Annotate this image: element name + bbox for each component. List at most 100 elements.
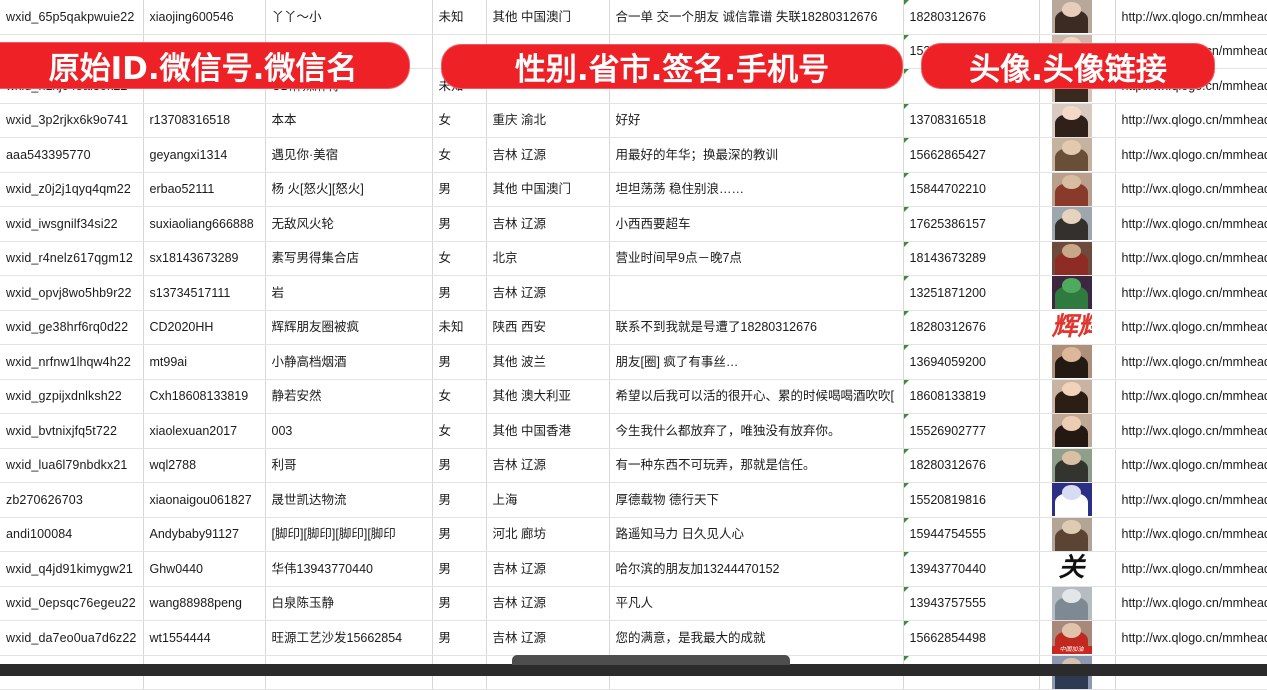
- cell-gender[interactable]: 女: [432, 241, 487, 276]
- cell-avatar[interactable]: [1039, 586, 1116, 621]
- cell-region[interactable]: 河北 廊坊: [486, 517, 610, 552]
- cell-wxid[interactable]: mt99ai: [143, 344, 266, 380]
- cell-signature[interactable]: [609, 275, 904, 311]
- cell-origin-id[interactable]: wxid_3p2rjkx6k9o741: [0, 103, 144, 138]
- cell-avatar-url[interactable]: http://wx.qlogo.cn/mmhead: [1115, 0, 1267, 35]
- cell-gender[interactable]: 女: [432, 379, 487, 414]
- cell-origin-id[interactable]: wxid_z0j2j1qyq4qm22: [0, 172, 144, 207]
- cell-signature[interactable]: 平凡人: [609, 586, 904, 621]
- table-row[interactable]: wxid_lua6l79nbdkx21 wql2788 利哥男吉林 辽源 有一种东西不…: [0, 448, 1267, 483]
- cell-avatar-url[interactable]: http://wx.qlogo.cn/mmhead: [1115, 103, 1267, 138]
- horizontal-scrollbar-thumb[interactable]: [512, 655, 790, 665]
- cell-signature[interactable]: 有一种东西不可玩弄，那就是信任。: [609, 448, 904, 483]
- cell-region[interactable]: 吉林 辽源: [486, 206, 610, 242]
- cell-origin-id[interactable]: zb270626703: [0, 482, 144, 518]
- table-row[interactable]: wxid_65p5qakpwuie22 xiaojing600546 丫丫～小 未知其…: [0, 0, 1267, 35]
- cell-origin-id[interactable]: andi100084: [0, 517, 144, 552]
- cell-region[interactable]: 北京: [486, 241, 610, 276]
- cell-origin-id[interactable]: wxid_r4nelz617qgm12: [0, 241, 144, 276]
- cell-nickname[interactable]: 丫丫～小: [265, 0, 433, 35]
- cell-avatar-url[interactable]: http://wx.qlogo.cn/mmhead: [1115, 413, 1267, 449]
- cell-region[interactable]: 吉林 辽源: [486, 275, 610, 311]
- cell-avatar-url[interactable]: http://wx.qlogo.cn/mmhead: [1115, 379, 1267, 414]
- cell-avatar-url[interactable]: http://wx.qlogo.cn/mmhead: [1115, 206, 1267, 242]
- cell-origin-id[interactable]: wxid_0epsqc76egeu22: [0, 586, 144, 621]
- cell-origin-id[interactable]: wxid_65p5qakpwuie22: [0, 0, 144, 35]
- cell-gender[interactable]: 男: [432, 517, 487, 552]
- cell-signature[interactable]: 合一单 交一个朋友 诚信靠谱 失联18280312676: [609, 0, 904, 35]
- table-row[interactable]: wxid_0epsqc76egeu22 wang88988peng 白泉陈玉静男吉林…: [0, 586, 1267, 621]
- cell-gender[interactable]: 男: [432, 586, 487, 621]
- cell-nickname[interactable]: [脚印][脚印][脚印][脚印: [265, 517, 433, 552]
- cell-gender[interactable]: 男: [432, 344, 487, 380]
- cell-wxid[interactable]: s13734517111: [143, 275, 266, 311]
- cell-origin-id[interactable]: aaa543395770: [0, 137, 144, 173]
- cell-nickname[interactable]: 旺源工艺沙发15662854: [265, 620, 433, 656]
- cell-phone[interactable]: 13708316518: [903, 103, 1040, 138]
- table-row[interactable]: wxid_da7eo0ua7d6z22 wt1554444 旺源工艺沙发156628…: [0, 620, 1267, 656]
- table-row[interactable]: zb270626703 xiaonaigou061827 晟世凯达物流男上海 厚德载物…: [0, 482, 1267, 518]
- cell-avatar[interactable]: 辉辉: [1039, 310, 1116, 345]
- cell-avatar-url[interactable]: http://wx.qlogo.cn/mmhead: [1115, 241, 1267, 276]
- cell-nickname[interactable]: 白泉陈玉静: [265, 586, 433, 621]
- cell-signature[interactable]: 好好: [609, 103, 904, 138]
- cell-phone[interactable]: 15662854498: [903, 620, 1040, 656]
- cell-origin-id[interactable]: wxid_q4jd91kimygw21: [0, 551, 144, 587]
- cell-region[interactable]: 吉林 辽源: [486, 551, 610, 587]
- cell-phone[interactable]: 18280312676: [903, 310, 1040, 345]
- cell-gender[interactable]: 男: [432, 448, 487, 483]
- cell-phone[interactable]: 18280312676: [903, 448, 1040, 483]
- cell-origin-id[interactable]: wxid_bvtnixjfq5t722: [0, 413, 144, 449]
- cell-wxid[interactable]: xiaojing600546: [143, 0, 266, 35]
- cell-gender[interactable]: 男: [432, 551, 487, 587]
- cell-avatar[interactable]: 关: [1039, 551, 1116, 587]
- cell-nickname[interactable]: 003: [265, 413, 433, 449]
- table-row[interactable]: wxid_z0j2j1qyq4qm22 erbao52111 杨 火[怒火][怒火]…: [0, 172, 1267, 207]
- table-row[interactable]: wxid_r4nelz617qgm12 sx18143673289 素写男得集合店女…: [0, 241, 1267, 276]
- cell-gender[interactable]: 男: [432, 620, 487, 656]
- cell-avatar[interactable]: [1039, 0, 1116, 35]
- cell-avatar[interactable]: 中国加油: [1039, 620, 1116, 656]
- cell-nickname[interactable]: 岩: [265, 275, 433, 311]
- cell-region[interactable]: 其他 中国澳门: [486, 172, 610, 207]
- cell-nickname[interactable]: 无敌风火轮: [265, 206, 433, 242]
- cell-region[interactable]: 其他 澳大利亚: [486, 379, 610, 414]
- cell-nickname[interactable]: 遇见你·美宿: [265, 137, 433, 173]
- cell-gender[interactable]: 女: [432, 137, 487, 173]
- cell-nickname[interactable]: 华伟13943770440: [265, 551, 433, 587]
- cell-signature[interactable]: 营业时间早9点－晚7点: [609, 241, 904, 276]
- cell-wxid[interactable]: r13708316518: [143, 103, 266, 138]
- cell-wxid[interactable]: xiaolexuan2017: [143, 413, 266, 449]
- cell-phone[interactable]: 15520819816: [903, 482, 1040, 518]
- cell-wxid[interactable]: xiaonaigou061827: [143, 482, 266, 518]
- table-row[interactable]: wxid_opvj8wo5hb9r22 s13734517111 岩男吉林 辽源 13…: [0, 275, 1267, 311]
- cell-nickname[interactable]: 辉辉朋友圈被疯: [265, 310, 433, 345]
- cell-avatar-url[interactable]: http://wx.qlogo.cn/mmhead: [1115, 551, 1267, 587]
- cell-phone[interactable]: 18280312676: [903, 0, 1040, 35]
- cell-origin-id[interactable]: wxid_nrfnw1lhqw4h22: [0, 344, 144, 380]
- cell-wxid[interactable]: Cxh18608133819: [143, 379, 266, 414]
- cell-nickname[interactable]: 静若安然: [265, 379, 433, 414]
- table-row[interactable]: aaa543395770 geyangxi1314 遇见你·美宿女吉林 辽源 用最好的…: [0, 137, 1267, 173]
- cell-nickname[interactable]: 利哥: [265, 448, 433, 483]
- cell-gender[interactable]: 未知: [432, 310, 487, 345]
- cell-avatar-url[interactable]: http://wx.qlogo.cn/mmhead: [1115, 448, 1267, 483]
- cell-wxid[interactable]: erbao52111: [143, 172, 266, 207]
- table-row[interactable]: wxid_ge38hrf6rq0d22 CD2020HH 辉辉朋友圈被疯 未知 陕西 西…: [0, 310, 1267, 345]
- cell-avatar[interactable]: [1039, 482, 1116, 518]
- cell-wxid[interactable]: wql2788: [143, 448, 266, 483]
- cell-gender[interactable]: 男: [432, 275, 487, 311]
- cell-avatar-url[interactable]: http://wx.qlogo.cn/mmhead: [1115, 310, 1267, 345]
- cell-wxid[interactable]: geyangxi1314: [143, 137, 266, 173]
- cell-region[interactable]: 吉林 辽源: [486, 586, 610, 621]
- cell-wxid[interactable]: wt1554444: [143, 620, 266, 656]
- cell-origin-id[interactable]: wxid_opvj8wo5hb9r22: [0, 275, 144, 311]
- cell-phone[interactable]: 18608133819: [903, 379, 1040, 414]
- cell-signature[interactable]: 联系不到我就是号遭了18280312676: [609, 310, 904, 345]
- cell-avatar-url[interactable]: http://wx.qlogo.cn/mmhead: [1115, 172, 1267, 207]
- cell-avatar-url[interactable]: http://wx.qlogo.cn/mmhead: [1115, 517, 1267, 552]
- cell-phone[interactable]: 15662865427: [903, 137, 1040, 173]
- cell-wxid[interactable]: suxiaoliang666888: [143, 206, 266, 242]
